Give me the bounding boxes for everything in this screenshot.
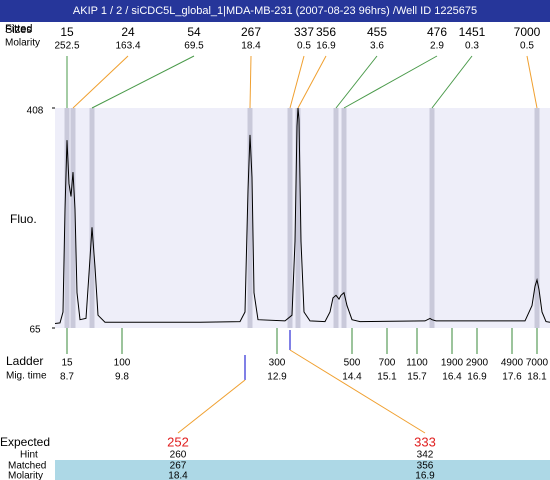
peak-band bbox=[295, 108, 301, 328]
molarity-label: Molarity bbox=[5, 38, 40, 49]
expected-connector bbox=[289, 349, 426, 434]
peak-band bbox=[341, 108, 347, 328]
trace bbox=[54, 107, 550, 324]
peak-molarity: 18.4 bbox=[241, 41, 261, 52]
expected-value: 252 bbox=[167, 434, 189, 449]
ladder-size: 1100 bbox=[406, 358, 428, 369]
molarity-value: 18.4 bbox=[168, 471, 188, 480]
y-axis-label: Fluo. bbox=[10, 212, 37, 226]
y-tick-label: 65 bbox=[29, 325, 41, 336]
peak-connector bbox=[72, 55, 129, 109]
ladder-mig-time: 18.1 bbox=[527, 372, 547, 383]
ladder-size: 15 bbox=[61, 358, 73, 369]
peak-size: 15 bbox=[60, 25, 74, 39]
peak-molarity: 163.4 bbox=[115, 41, 140, 52]
peak-connector bbox=[297, 55, 327, 109]
peak-band bbox=[287, 108, 293, 328]
peak-size: 54 bbox=[187, 25, 201, 39]
molarity-label: Molarity bbox=[8, 471, 43, 480]
peak-band bbox=[429, 108, 435, 328]
title: AKIP 1 / 2 / siCDC5L_global_1|MDA-MB-231… bbox=[73, 5, 477, 17]
peak-connector bbox=[526, 55, 538, 109]
ladder-mig-time: 16.4 bbox=[442, 372, 462, 383]
peak-size: 1451 bbox=[459, 25, 486, 39]
expected-label: Expected bbox=[0, 435, 50, 449]
peak-size: 476 bbox=[427, 25, 447, 39]
mig-time-label: Mig. time bbox=[6, 371, 47, 382]
ladder-mig-time: 15.1 bbox=[377, 372, 397, 383]
ladder-size: 4900 bbox=[501, 358, 524, 369]
ladder-size: 7000 bbox=[526, 358, 549, 369]
peak-band bbox=[89, 108, 95, 328]
ladder-mig-time: 12.9 bbox=[267, 372, 287, 383]
title-bar bbox=[0, 0, 550, 22]
matched-band bbox=[55, 460, 550, 480]
peak-band bbox=[64, 108, 70, 328]
peak-molarity: 252.5 bbox=[54, 41, 79, 52]
peak-connector bbox=[91, 55, 195, 109]
peak-size: 7000 bbox=[514, 25, 541, 39]
matched-value: 356 bbox=[417, 461, 434, 472]
peak-molarity: 0.5 bbox=[520, 41, 534, 52]
sizes-label: Sizes bbox=[5, 24, 32, 36]
ladder-mig-time: 16.9 bbox=[467, 372, 487, 383]
peak-molarity: 2.9 bbox=[430, 41, 444, 52]
peak-connector bbox=[289, 55, 305, 109]
ladder-mig-time: 9.8 bbox=[115, 372, 129, 383]
matched-label: Matched bbox=[8, 461, 46, 472]
peak-band bbox=[247, 108, 253, 328]
peak-connector bbox=[431, 55, 473, 109]
ladder-size: 700 bbox=[379, 358, 396, 369]
ladder-size: 1900 bbox=[441, 358, 464, 369]
peak-band bbox=[333, 108, 339, 328]
peak-molarity: 0.5 bbox=[297, 41, 311, 52]
matched-value: 267 bbox=[170, 461, 187, 472]
molarity-value: 16.9 bbox=[415, 471, 435, 480]
peak-band bbox=[70, 108, 76, 328]
plot-area bbox=[55, 108, 550, 328]
ladder-size: 300 bbox=[269, 358, 286, 369]
expected-connector bbox=[177, 379, 246, 434]
peak-molarity: 16.9 bbox=[316, 41, 336, 52]
fitted-label: Fitted bbox=[5, 23, 33, 35]
peak-size: 356 bbox=[316, 25, 336, 39]
ladder-size: 500 bbox=[344, 358, 361, 369]
peak-connector bbox=[343, 55, 438, 109]
hint-value: 260 bbox=[170, 450, 187, 461]
peak-connector bbox=[335, 55, 378, 109]
ladder-mig-time: 17.6 bbox=[502, 372, 522, 383]
hint-label: Hint bbox=[20, 450, 38, 461]
ladder-size: 2900 bbox=[466, 358, 489, 369]
peak-molarity: 3.6 bbox=[370, 41, 384, 52]
expected-value: 333 bbox=[414, 434, 436, 449]
ladder-mig-time: 14.4 bbox=[342, 372, 362, 383]
ladder-size: 100 bbox=[114, 358, 131, 369]
peak-size: 267 bbox=[241, 25, 261, 39]
peak-size: 337 bbox=[294, 25, 314, 39]
peak-connector bbox=[249, 55, 252, 109]
ladder-mig-time: 8.7 bbox=[60, 372, 74, 383]
y-tick-label: 408 bbox=[27, 106, 44, 117]
peak-molarity: 0.3 bbox=[465, 41, 479, 52]
hint-value: 342 bbox=[417, 450, 434, 461]
peak-size: 455 bbox=[367, 25, 387, 39]
peak-band bbox=[534, 108, 540, 328]
ladder-label: Ladder bbox=[6, 354, 43, 368]
ladder-mig-time: 15.7 bbox=[407, 372, 427, 383]
peak-molarity: 69.5 bbox=[184, 41, 204, 52]
peak-size: 24 bbox=[121, 25, 135, 39]
